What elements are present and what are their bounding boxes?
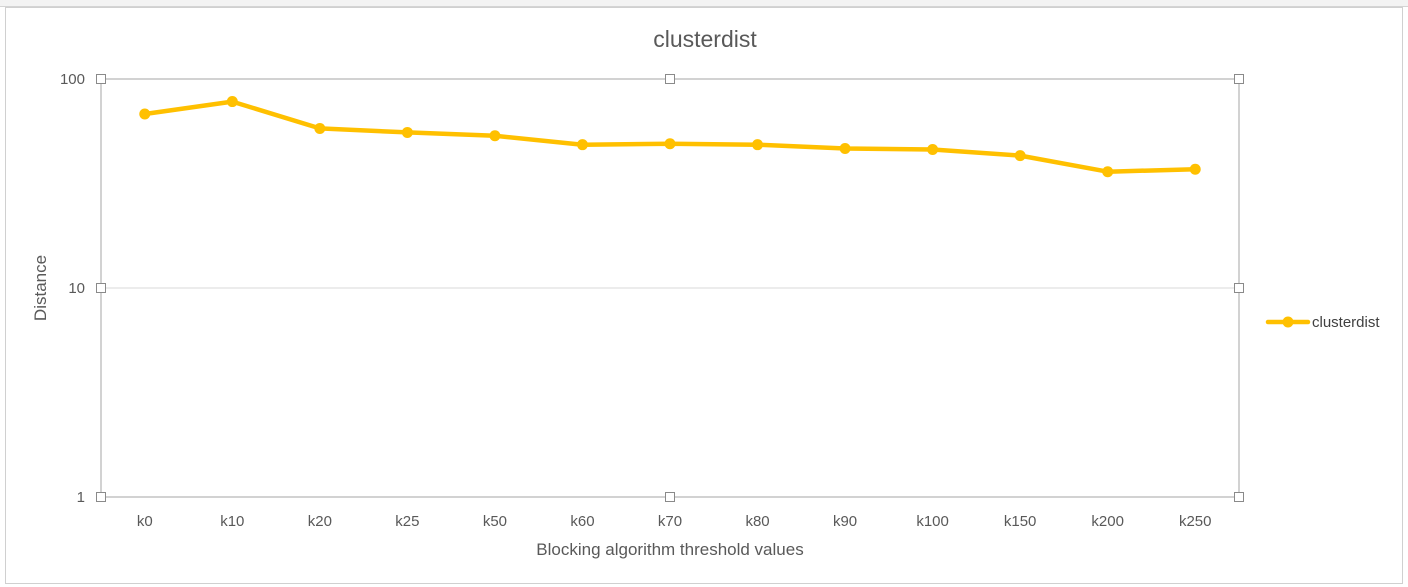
resize-handle[interactable]: [1234, 492, 1244, 502]
x-tick-label: k200: [1091, 513, 1124, 530]
data-point-k0[interactable]: [139, 108, 151, 120]
data-point-k100[interactable]: [927, 143, 939, 155]
x-tick-label: k70: [658, 513, 682, 530]
x-tick-label: k25: [395, 513, 419, 530]
x-tick-label: k80: [745, 513, 769, 530]
data-point-k200[interactable]: [1102, 166, 1114, 178]
resize-handle[interactable]: [1234, 74, 1244, 84]
resize-handle[interactable]: [665, 492, 675, 502]
x-tick-label: k20: [308, 513, 332, 530]
x-axis-title[interactable]: Blocking algorithm threshold values: [536, 540, 803, 559]
resize-handle[interactable]: [665, 74, 675, 84]
data-point-k250[interactable]: [1189, 163, 1201, 175]
y-tick-label: 100: [60, 71, 85, 88]
y-tick-label: 1: [77, 489, 85, 506]
x-tick-label: k60: [570, 513, 594, 530]
resize-handle[interactable]: [96, 492, 106, 502]
data-point-k60[interactable]: [576, 139, 588, 151]
series-line[interactable]: [142, 99, 1198, 174]
x-axis-ticks: k0 k10 k20 k25 k50 k60 k70 k80 k90 k100 k150 k200 k2…: [137, 513, 1212, 530]
data-point-k150[interactable]: [1014, 150, 1026, 162]
y-tick-label: 10: [68, 280, 85, 297]
legend-marker-dot: [1282, 316, 1294, 328]
chart-title[interactable]: clusterdist: [653, 26, 757, 52]
resize-handle[interactable]: [1234, 283, 1244, 293]
x-tick-label: k90: [833, 513, 857, 530]
data-point-k50[interactable]: [489, 130, 501, 142]
selection-handles[interactable]: [96, 74, 1244, 502]
x-tick-label: k250: [1179, 513, 1212, 530]
data-point-k20[interactable]: [314, 122, 326, 134]
y-axis-ticks: 1 10 100: [60, 71, 85, 506]
legend[interactable]: clusterdist: [1265, 314, 1380, 331]
data-point-k10[interactable]: [226, 96, 238, 108]
legend-label: clusterdist: [1312, 314, 1380, 331]
resize-handle[interactable]: [96, 74, 106, 84]
y-axis-title[interactable]: Distance: [31, 255, 50, 321]
data-point-k80[interactable]: [752, 139, 764, 151]
data-point-k25[interactable]: [401, 126, 413, 138]
series-clusterdist[interactable]: [139, 96, 1201, 178]
data-point-k70[interactable]: [664, 138, 676, 150]
x-tick-label: k50: [483, 513, 507, 530]
x-tick-label: k10: [220, 513, 244, 530]
x-tick-label: k100: [916, 513, 949, 530]
data-point-k90[interactable]: [839, 143, 851, 155]
spreadsheet-header-strip: [0, 0, 1408, 7]
x-tick-label: k0: [137, 513, 153, 530]
resize-handle[interactable]: [96, 283, 106, 293]
x-tick-label: k150: [1004, 513, 1037, 530]
